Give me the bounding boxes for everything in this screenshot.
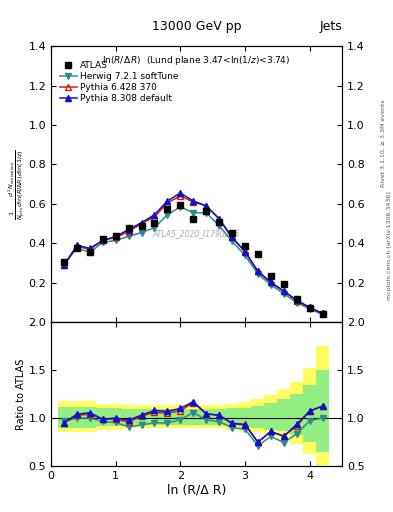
Pythia 6.428 370 (268, 280, 273, 286)
Herwig 7.2.1 softTune (268, 282, 273, 288)
Pythia 8.308 default (281, 288, 286, 294)
Herwig 7.2.1 softTune (191, 210, 196, 216)
Herwig 7.2.1 softTune (126, 233, 131, 240)
Pythia 8.308 default (88, 245, 92, 251)
Pythia 8.308 default (191, 198, 196, 204)
Pythia 6.428 370 (320, 310, 325, 316)
Line: ATLAS: ATLAS (61, 202, 326, 317)
X-axis label: ln (R/Δ R): ln (R/Δ R) (167, 483, 226, 497)
Pythia 8.308 default (307, 305, 312, 311)
ATLAS (88, 249, 92, 255)
Pythia 6.428 370 (75, 243, 79, 249)
Pythia 8.308 default (75, 242, 79, 248)
Pythia 8.308 default (101, 238, 105, 244)
ATLAS (217, 219, 222, 225)
Y-axis label: $\frac{1}{N_\mathrm{jets}}\frac{d^2 N_\mathrm{emissions}}{d\ln(R/\Delta R)\,d\ln: $\frac{1}{N_\mathrm{jets}}\frac{d^2 N_\m… (6, 148, 27, 220)
Herwig 7.2.1 softTune (178, 204, 183, 210)
Pythia 6.428 370 (152, 214, 157, 220)
ATLAS (113, 233, 118, 240)
Herwig 7.2.1 softTune (242, 252, 247, 258)
ATLAS (281, 281, 286, 287)
Pythia 6.428 370 (165, 200, 170, 206)
Line: Herwig 7.2.1 softTune: Herwig 7.2.1 softTune (61, 204, 325, 317)
Pythia 6.428 370 (307, 305, 312, 311)
Herwig 7.2.1 softTune (230, 238, 234, 244)
Pythia 6.428 370 (281, 288, 286, 294)
Pythia 6.428 370 (217, 216, 222, 222)
Pythia 8.308 default (62, 262, 66, 268)
Pythia 8.308 default (165, 198, 170, 204)
Herwig 7.2.1 softTune (204, 210, 209, 216)
Pythia 6.428 370 (230, 234, 234, 241)
Pythia 6.428 370 (126, 228, 131, 234)
Pythia 6.428 370 (294, 297, 299, 304)
Herwig 7.2.1 softTune (165, 211, 170, 218)
Herwig 7.2.1 softTune (307, 306, 312, 312)
ATLAS (191, 216, 196, 222)
ATLAS (307, 305, 312, 311)
ATLAS (101, 237, 105, 243)
Pythia 6.428 370 (255, 268, 260, 274)
Line: Pythia 8.308 default: Pythia 8.308 default (61, 190, 325, 316)
ATLAS (62, 259, 66, 265)
Herwig 7.2.1 softTune (294, 300, 299, 306)
Text: 13000 GeV pp: 13000 GeV pp (152, 20, 241, 33)
Pythia 8.308 default (320, 310, 325, 316)
Pythia 8.308 default (126, 226, 131, 232)
Pythia 8.308 default (255, 268, 260, 274)
Text: mcplots.cern.ch [arXiv:1306.3436]: mcplots.cern.ch [arXiv:1306.3436] (387, 191, 391, 300)
Y-axis label: Ratio to ATLAS: Ratio to ATLAS (16, 358, 26, 430)
ATLAS (294, 295, 299, 302)
Pythia 6.428 370 (88, 246, 92, 252)
Pythia 6.428 370 (178, 193, 183, 199)
ATLAS (139, 223, 144, 229)
Legend: ATLAS, Herwig 7.2.1 softTune, Pythia 6.428 370, Pythia 8.308 default: ATLAS, Herwig 7.2.1 softTune, Pythia 6.4… (59, 59, 180, 105)
Pythia 8.308 default (268, 280, 273, 286)
Pythia 6.428 370 (242, 248, 247, 254)
Herwig 7.2.1 softTune (88, 249, 92, 255)
ATLAS (230, 229, 234, 236)
Herwig 7.2.1 softTune (281, 291, 286, 297)
Text: Rivet 3.1.10, ≥ 3.3M events: Rivet 3.1.10, ≥ 3.3M events (381, 99, 386, 187)
Herwig 7.2.1 softTune (62, 261, 66, 267)
Pythia 8.308 default (113, 233, 118, 240)
Pythia 8.308 default (217, 216, 222, 222)
Herwig 7.2.1 softTune (152, 225, 157, 231)
Pythia 6.428 370 (204, 203, 209, 209)
ATLAS (320, 311, 325, 317)
ATLAS (152, 220, 157, 226)
Pythia 6.428 370 (191, 199, 196, 205)
Herwig 7.2.1 softTune (320, 311, 325, 317)
Pythia 6.428 370 (139, 221, 144, 227)
Text: Jets: Jets (319, 20, 342, 33)
ATLAS (178, 202, 183, 208)
ATLAS (242, 243, 247, 249)
Text: ATLAS_2020_I1790256: ATLAS_2020_I1790256 (153, 229, 240, 239)
Pythia 6.428 370 (101, 238, 105, 244)
Pythia 8.308 default (152, 211, 157, 218)
Pythia 8.308 default (230, 234, 234, 241)
Herwig 7.2.1 softTune (217, 223, 222, 229)
ATLAS (255, 251, 260, 258)
Herwig 7.2.1 softTune (75, 245, 79, 251)
Herwig 7.2.1 softTune (101, 239, 105, 245)
Pythia 8.308 default (204, 203, 209, 209)
Pythia 8.308 default (294, 297, 299, 303)
ATLAS (126, 225, 131, 231)
Pythia 6.428 370 (62, 262, 66, 268)
Herwig 7.2.1 softTune (139, 229, 144, 236)
Pythia 8.308 default (242, 249, 247, 255)
Pythia 8.308 default (139, 220, 144, 226)
ATLAS (75, 245, 79, 251)
ATLAS (165, 206, 170, 212)
Pythia 8.308 default (178, 190, 183, 196)
Herwig 7.2.1 softTune (255, 271, 260, 277)
ATLAS (204, 208, 209, 214)
ATLAS (268, 273, 273, 279)
Pythia 6.428 370 (113, 234, 118, 241)
Line: Pythia 6.428 370: Pythia 6.428 370 (61, 193, 325, 316)
Text: $\ln(R/\Delta\,R)$  (Lund plane 3.47<$\ln(1/z)$<3.74): $\ln(R/\Delta\,R)$ (Lund plane 3.47<$\ln… (102, 54, 291, 68)
Herwig 7.2.1 softTune (113, 238, 118, 244)
